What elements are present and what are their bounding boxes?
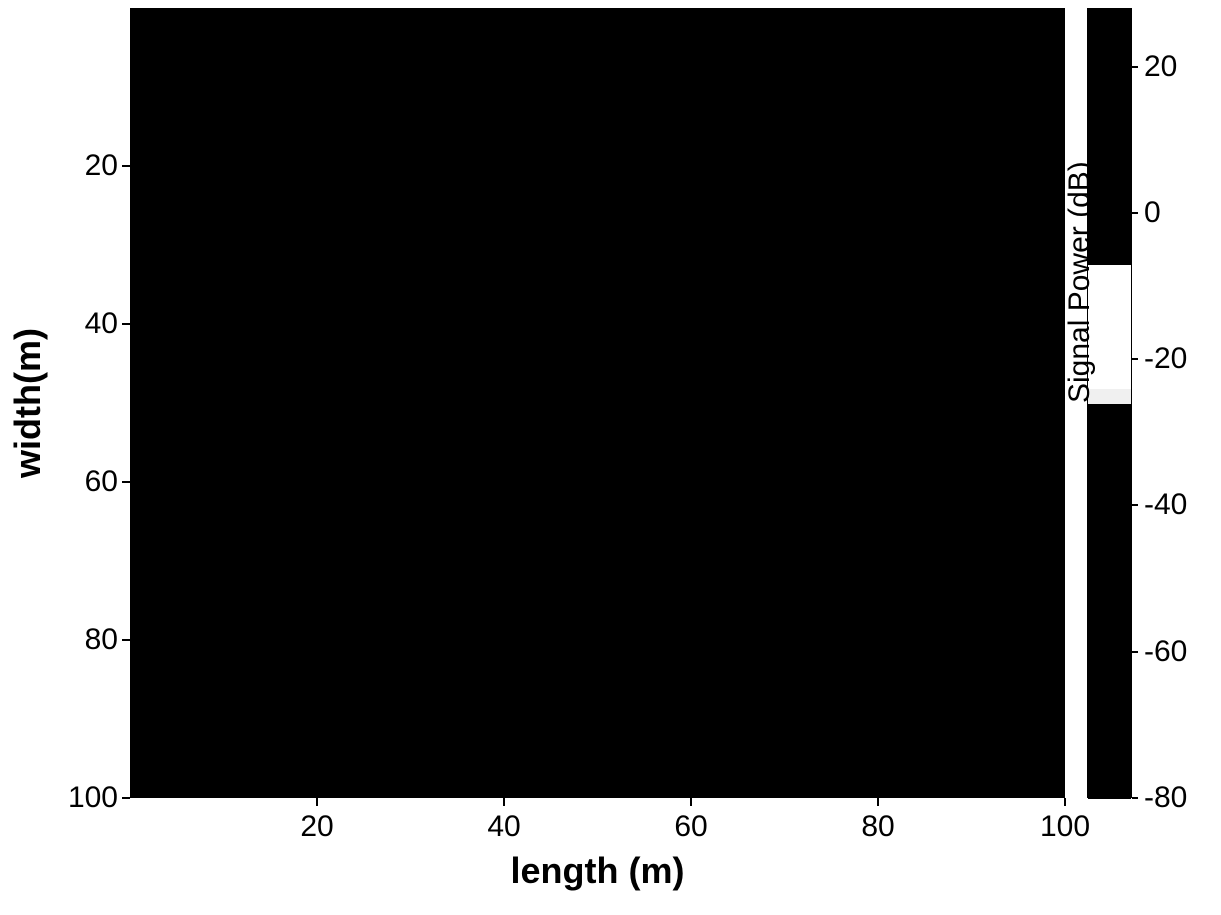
colorbar-tick-mark: [1132, 797, 1138, 799]
colorbar-tick-label: -60: [1144, 635, 1187, 669]
x-tick-label: 100: [1040, 810, 1090, 844]
y-tick-label: 40: [85, 307, 118, 341]
x-tick-label: 40: [487, 810, 520, 844]
colorbar-tick-label: 20: [1144, 50, 1177, 84]
colorbar-tick-mark: [1132, 358, 1138, 360]
x-tick-mark: [503, 798, 505, 806]
figure: length (m) width(m) Signal Power (dB) 20…: [0, 0, 1221, 915]
x-tick-mark: [316, 798, 318, 806]
x-tick-label: 80: [861, 810, 894, 844]
heatmap-plot: [130, 8, 1065, 798]
colorbar-tick-mark: [1132, 504, 1138, 506]
colorbar-tick-mark: [1132, 651, 1138, 653]
colorbar-tick-label: 0: [1144, 196, 1161, 230]
colorbar-tick-label: -80: [1144, 781, 1187, 815]
y-tick-label: 100: [68, 781, 118, 815]
x-tick-mark: [1064, 798, 1066, 806]
y-axis-label: width(m): [7, 328, 49, 478]
colorbar-segment: [1088, 404, 1131, 799]
colorbar-tick-mark: [1132, 66, 1138, 68]
y-tick-mark: [122, 639, 130, 641]
y-tick-mark: [122, 481, 130, 483]
y-tick-mark: [122, 323, 130, 325]
colorbar-tick-label: -40: [1144, 488, 1187, 522]
colorbar-tick-mark: [1132, 212, 1138, 214]
y-tick-mark: [122, 165, 130, 167]
y-tick-label: 80: [85, 623, 118, 657]
x-tick-mark: [877, 798, 879, 806]
colorbar-tick-label: -20: [1144, 342, 1187, 376]
y-tick-label: 60: [85, 465, 118, 499]
x-tick-mark: [690, 798, 692, 806]
x-tick-label: 20: [300, 810, 333, 844]
x-tick-label: 60: [674, 810, 707, 844]
y-tick-mark: [122, 797, 130, 799]
x-axis-label: length (m): [511, 850, 685, 892]
colorbar: [1087, 8, 1132, 798]
y-tick-label: 20: [85, 149, 118, 183]
colorbar-label: Signal Power (dB): [1063, 161, 1097, 403]
